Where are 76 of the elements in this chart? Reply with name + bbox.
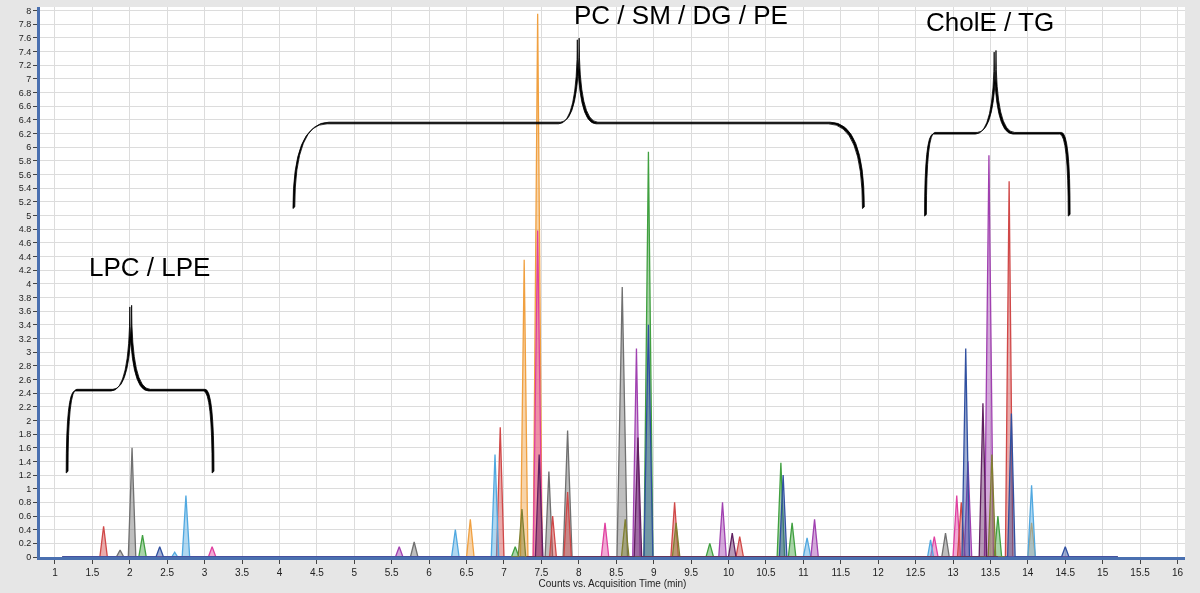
x-tick-label: 1.5 <box>85 567 100 578</box>
y-tick-label: 5.4 <box>18 183 32 194</box>
x-tick-label: 2.5 <box>160 567 175 578</box>
y-tick-label: 0 <box>26 552 32 563</box>
x-tick-label: 7.5 <box>534 567 549 578</box>
y-tick-label: 6.6 <box>18 101 32 112</box>
x-tick-label: 8 <box>576 567 583 578</box>
y-tick-label: 2.2 <box>18 401 32 412</box>
y-tick-label: 2 <box>26 415 32 426</box>
x-tick-label: 15.5 <box>1130 567 1151 578</box>
x-tick-label: 8.5 <box>609 567 624 578</box>
x-tick-label: 6.5 <box>459 567 474 578</box>
x-tick-label: 9 <box>650 567 657 578</box>
y-tick-label: 7.2 <box>18 60 32 71</box>
y-tick-label: 6.2 <box>18 128 32 139</box>
x-tick-label: 9.5 <box>684 567 699 578</box>
y-tick-label: 7.8 <box>18 19 32 30</box>
y-tick-label: 3 <box>26 347 32 358</box>
x-tick-label: 16 <box>1171 567 1184 578</box>
x-tick-label: 11 <box>798 567 809 578</box>
y-tick-label: 4 <box>26 278 32 289</box>
y-tick-label: 1 <box>26 483 32 494</box>
x-tick-label: 14.5 <box>1055 567 1076 578</box>
y-tick-label: 4.2 <box>18 265 32 276</box>
y-tick-label: 3.2 <box>18 333 32 344</box>
y-tick-label: 2.4 <box>18 388 32 399</box>
y-tick-label: 0.6 <box>18 511 32 522</box>
y-tick-label: 0.4 <box>18 524 32 535</box>
y-tick-label: 3.4 <box>18 319 32 330</box>
x-tick-label: 3.5 <box>235 567 250 578</box>
y-tick-label: 6.8 <box>18 87 32 98</box>
y-tick-label: 1.4 <box>18 456 32 467</box>
y-tick-label: 4.4 <box>18 251 32 262</box>
y-tick-label: 1.6 <box>18 442 32 453</box>
x-tick-label: 4 <box>276 567 283 578</box>
x-tick-label: 13 <box>947 567 960 578</box>
x-tick-label: 11.5 <box>831 567 851 578</box>
y-tick-label: 1.8 <box>18 429 32 440</box>
y-tick-label: 5.2 <box>18 196 32 207</box>
x-tick-label: 14 <box>1022 567 1034 578</box>
x-tick-label: 13.5 <box>980 567 1001 578</box>
y-tick-label: 4.8 <box>18 224 32 235</box>
x-tick-label: 12.5 <box>905 567 926 578</box>
y-tick-label: 1.2 <box>18 470 32 481</box>
x-tick-label: 10.5 <box>756 567 777 578</box>
x-tick-label: 3 <box>201 567 208 578</box>
x-tick-label: 5.5 <box>384 567 400 578</box>
y-tick-label: 8 <box>26 5 32 16</box>
y-tick-label: 7 <box>26 73 32 84</box>
x-tick-label: 15 <box>1097 567 1109 578</box>
y-tick-label: 7.4 <box>18 46 32 57</box>
x-tick-label: 1 <box>52 567 59 578</box>
x-tick-label: 4.5 <box>309 567 325 578</box>
annotation: LPC / LPE <box>89 252 211 282</box>
y-tick-label: 6.4 <box>18 114 32 125</box>
x-tick-label: 6 <box>426 567 433 578</box>
y-tick-label: 2.6 <box>18 374 32 385</box>
x-axis-title: Counts vs. Acquisition Time (min) <box>538 578 687 589</box>
x-tick-label: 2 <box>127 567 134 578</box>
annotation: PC / SM / DG / PE <box>574 0 788 30</box>
y-tick-label: 5.6 <box>18 169 32 180</box>
annotation: CholE / TG <box>926 7 1055 37</box>
y-tick-label: 5.8 <box>18 155 32 166</box>
y-tick-label: 3.6 <box>18 306 32 317</box>
y-tick-label: 2.8 <box>18 360 32 371</box>
x-tick-label: 7 <box>501 567 508 578</box>
y-tick-label: 7.6 <box>18 32 32 43</box>
y-tick-label: 5 <box>26 210 32 221</box>
y-tick-label: 4.6 <box>18 237 32 248</box>
y-tick-label: 3.8 <box>18 292 32 303</box>
y-tick-label: 6 <box>26 142 32 153</box>
x-tick-label: 12 <box>872 567 885 578</box>
x-tick-label: 5 <box>351 567 358 578</box>
x-tick-label: 10 <box>722 567 735 578</box>
y-tick-label: 0.8 <box>18 497 32 508</box>
y-tick-label: 0.2 <box>18 538 32 549</box>
